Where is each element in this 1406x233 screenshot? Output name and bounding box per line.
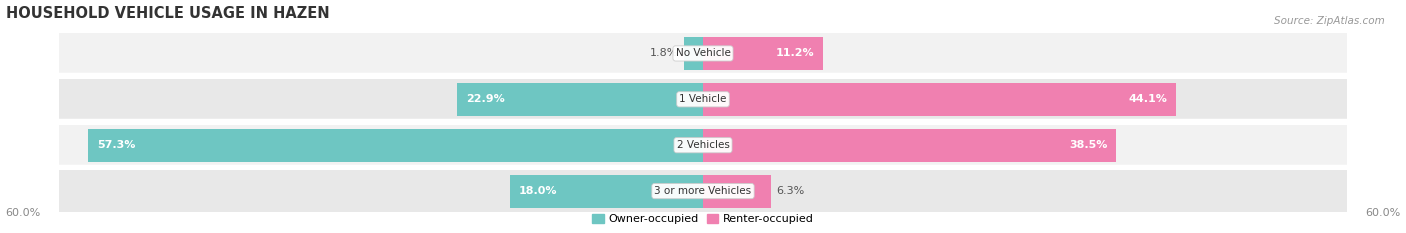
Bar [457,83,703,116]
Bar [703,175,770,208]
Text: 44.1%: 44.1% [1129,94,1167,104]
Text: 60.0%: 60.0% [6,208,41,218]
Text: 57.3%: 57.3% [97,140,135,150]
Text: 38.5%: 38.5% [1069,140,1108,150]
Bar [59,33,1347,74]
Bar [510,175,703,208]
Bar [703,37,823,70]
Bar [59,125,1347,166]
Text: 1 Vehicle: 1 Vehicle [679,94,727,104]
Text: Source: ZipAtlas.com: Source: ZipAtlas.com [1274,16,1385,26]
Bar [703,129,1116,162]
Text: 6.3%: 6.3% [776,186,804,196]
Text: 2 Vehicles: 2 Vehicles [676,140,730,150]
Text: 1.8%: 1.8% [650,48,678,58]
Bar [59,79,1347,120]
Text: HOUSEHOLD VEHICLE USAGE IN HAZEN: HOUSEHOLD VEHICLE USAGE IN HAZEN [6,6,329,21]
Text: No Vehicle: No Vehicle [675,48,731,58]
Bar [59,171,1347,212]
Text: 60.0%: 60.0% [1365,208,1400,218]
Text: 18.0%: 18.0% [519,186,557,196]
Bar [703,83,1177,116]
Text: 11.2%: 11.2% [776,48,814,58]
Text: 22.9%: 22.9% [465,94,505,104]
Bar [89,129,703,162]
Legend: Owner-occupied, Renter-occupied: Owner-occupied, Renter-occupied [588,209,818,229]
Text: 3 or more Vehicles: 3 or more Vehicles [654,186,752,196]
Bar [683,37,703,70]
